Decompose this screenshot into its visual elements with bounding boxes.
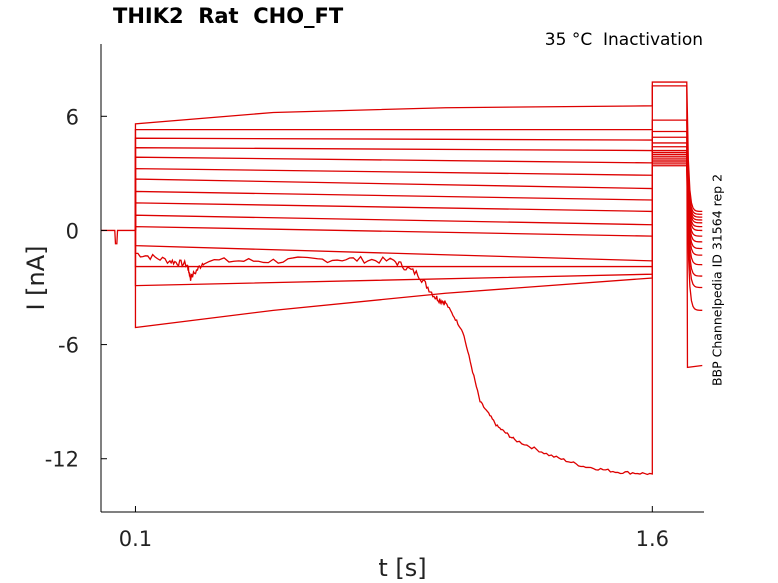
x-tick-label: 0.1 [119, 527, 152, 551]
axes-group: 6 0 -6 -12 0.1 1.6 t [s] I [nA] [22, 44, 704, 582]
chart-title: THIK2 Rat CHO_FT [113, 4, 344, 28]
x-axis-label: t [s] [378, 554, 426, 582]
y-tick-label: -6 [58, 334, 79, 358]
current-sweep [134, 163, 703, 289]
y-axis-label: I [nA] [22, 245, 50, 310]
y-tick-label: 0 [66, 219, 79, 243]
noisy-current-sweep [134, 85, 703, 476]
x-tick-label: 1.6 [636, 527, 669, 551]
current-sweep [134, 161, 703, 277]
current-sweep [134, 165, 703, 329]
y-tick-label: 6 [66, 105, 79, 129]
trace-group [101, 81, 703, 476]
current-sweep [134, 159, 703, 266]
y-tick-label: -12 [45, 448, 79, 472]
chart-subtitle: 35 °C Inactivation [544, 30, 703, 50]
baseline-trace [101, 229, 136, 245]
